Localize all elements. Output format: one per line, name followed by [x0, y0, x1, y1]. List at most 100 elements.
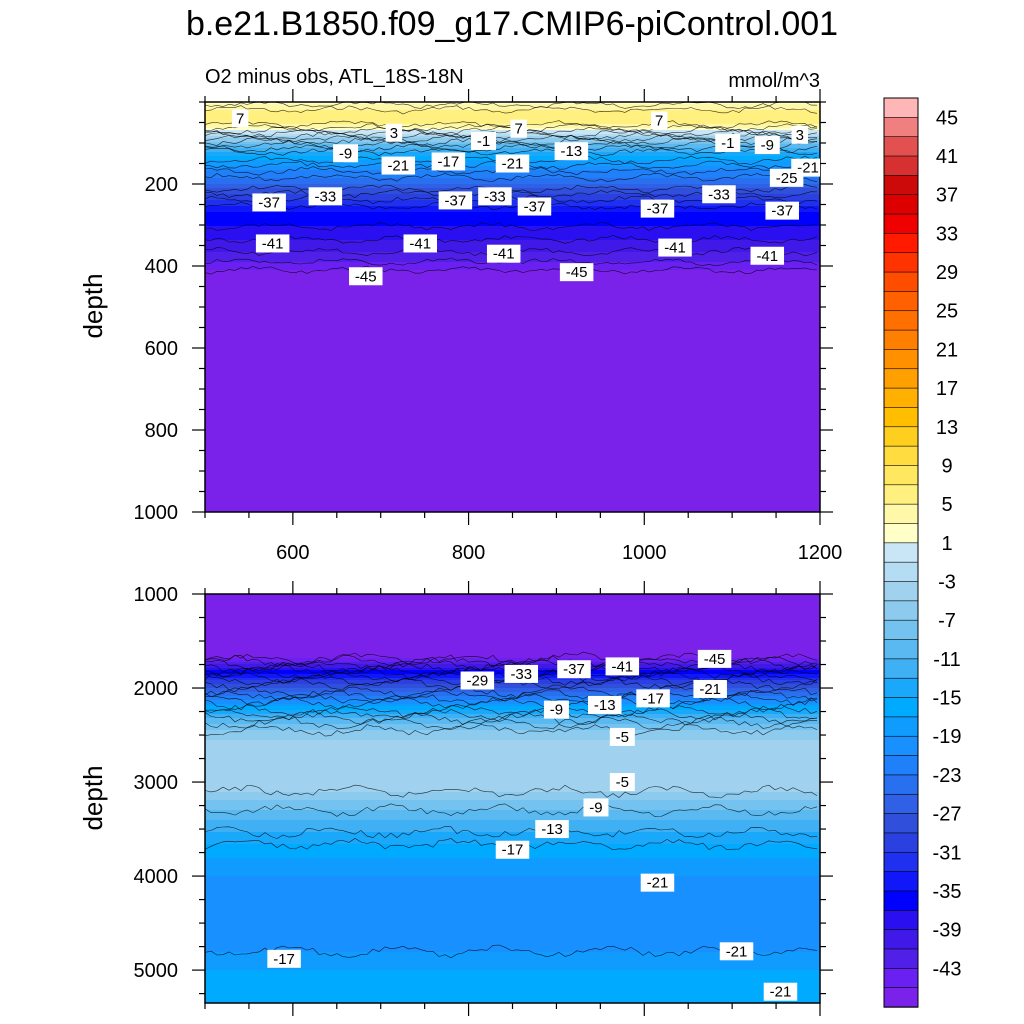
- contour-band: [205, 210, 820, 213]
- contour-band: [205, 654, 820, 657]
- contour-band: [205, 706, 820, 709]
- contour-band: [205, 960, 820, 963]
- contour-band: [205, 482, 820, 485]
- colorbar-label: 9: [941, 455, 952, 477]
- contour-band: [205, 268, 820, 271]
- contour-band: [205, 746, 820, 749]
- contour-band: [205, 410, 820, 413]
- contour-label: -37: [765, 201, 799, 220]
- contour-band: [205, 764, 820, 767]
- contour-band: [205, 508, 820, 511]
- contour-band: [205, 110, 820, 113]
- contour-band: [205, 602, 820, 605]
- contour-band: [205, 884, 820, 887]
- svg-text:-9: -9: [761, 137, 774, 154]
- colorbar-box: [883, 194, 919, 215]
- contour-line: [205, 724, 818, 737]
- contour-band: [205, 610, 820, 613]
- contour-band: [205, 636, 820, 639]
- contour-band: [205, 184, 820, 187]
- contour-band: [205, 692, 820, 695]
- contour-label: -9: [333, 144, 359, 163]
- contour-band: [205, 878, 820, 881]
- contour-band: [205, 726, 820, 729]
- contour-band: [205, 290, 820, 293]
- contour-band: [205, 622, 820, 625]
- contour-band: [205, 398, 820, 401]
- contour-band: [205, 946, 820, 949]
- contour-band: [205, 822, 820, 825]
- contour-band: [205, 384, 820, 387]
- contour-band: [205, 340, 820, 343]
- contour-label: -17: [495, 840, 530, 859]
- contour-band: [205, 296, 820, 299]
- colorbar-box: [883, 155, 919, 177]
- contour-band: [205, 440, 820, 443]
- contour-band: [205, 378, 820, 381]
- contour-band: [205, 758, 820, 761]
- contour-label: 3: [791, 125, 809, 144]
- contour-band: [205, 426, 820, 429]
- contour-band: [205, 816, 820, 819]
- contour-band: [205, 922, 820, 925]
- contour-band: [205, 766, 820, 769]
- upper-depth-axis-title: depth: [78, 273, 108, 338]
- contour-band: [205, 400, 820, 403]
- colorbar-box: [883, 600, 919, 621]
- upper-panel: O2 minus obs, ATL_18S-18N mmol/m^3 200 40…: [78, 66, 842, 564]
- svg-text:-33: -33: [510, 666, 532, 683]
- colorbar-box: [883, 175, 919, 196]
- contour-band: [205, 102, 820, 105]
- colorbar-label: -3: [938, 572, 956, 594]
- contour-label: -45: [559, 263, 594, 282]
- contour-band: [205, 386, 820, 389]
- contour-band: [205, 502, 820, 505]
- contour-band: [205, 624, 820, 627]
- colorbar-label: 41: [936, 146, 958, 168]
- contour-band: [205, 182, 820, 185]
- contour-band: [205, 434, 820, 437]
- contour-band: [205, 404, 820, 407]
- contour-band: [205, 302, 820, 305]
- contour-band: [205, 782, 820, 785]
- contour-band: [205, 504, 820, 507]
- contour-band: [205, 984, 820, 987]
- contour-band: [205, 992, 820, 995]
- contour-band: [205, 506, 820, 509]
- svg-text:3: 3: [390, 125, 398, 142]
- y-tick-label: 800: [145, 420, 178, 442]
- contour-band: [205, 718, 820, 721]
- contour-band: [205, 788, 820, 791]
- contour-band: [205, 996, 820, 999]
- contour-band: [205, 620, 820, 623]
- contour-label: -41: [255, 234, 290, 253]
- contour-band: [205, 600, 820, 603]
- colorbar-box: [883, 948, 919, 970]
- contour-band: [205, 708, 820, 711]
- contour-line: [205, 147, 818, 157]
- contour-band: [205, 334, 820, 337]
- contour-band: [205, 452, 820, 455]
- contour-band: [205, 912, 820, 915]
- contour-band: [205, 892, 820, 895]
- contour-band: [205, 776, 820, 779]
- contour-band: [205, 318, 820, 321]
- contour-band: [205, 240, 820, 243]
- contour-band: [205, 644, 820, 647]
- contour-label: -13: [535, 820, 569, 839]
- contour-line: [205, 234, 818, 244]
- svg-text:-41: -41: [493, 246, 515, 263]
- contour-band: [205, 646, 820, 649]
- contour-band: [205, 836, 820, 839]
- contour-band: [205, 264, 820, 267]
- contour-band: [205, 940, 820, 943]
- contour-band: [205, 738, 820, 741]
- contour-band: [205, 768, 820, 771]
- contour-band: [205, 648, 820, 651]
- contour-band: [205, 286, 820, 289]
- svg-text:-37: -37: [445, 192, 467, 209]
- contour-line: [205, 696, 818, 710]
- contour-band: [205, 304, 820, 307]
- svg-text:-37: -37: [563, 661, 585, 678]
- colorbar-box: [883, 561, 919, 583]
